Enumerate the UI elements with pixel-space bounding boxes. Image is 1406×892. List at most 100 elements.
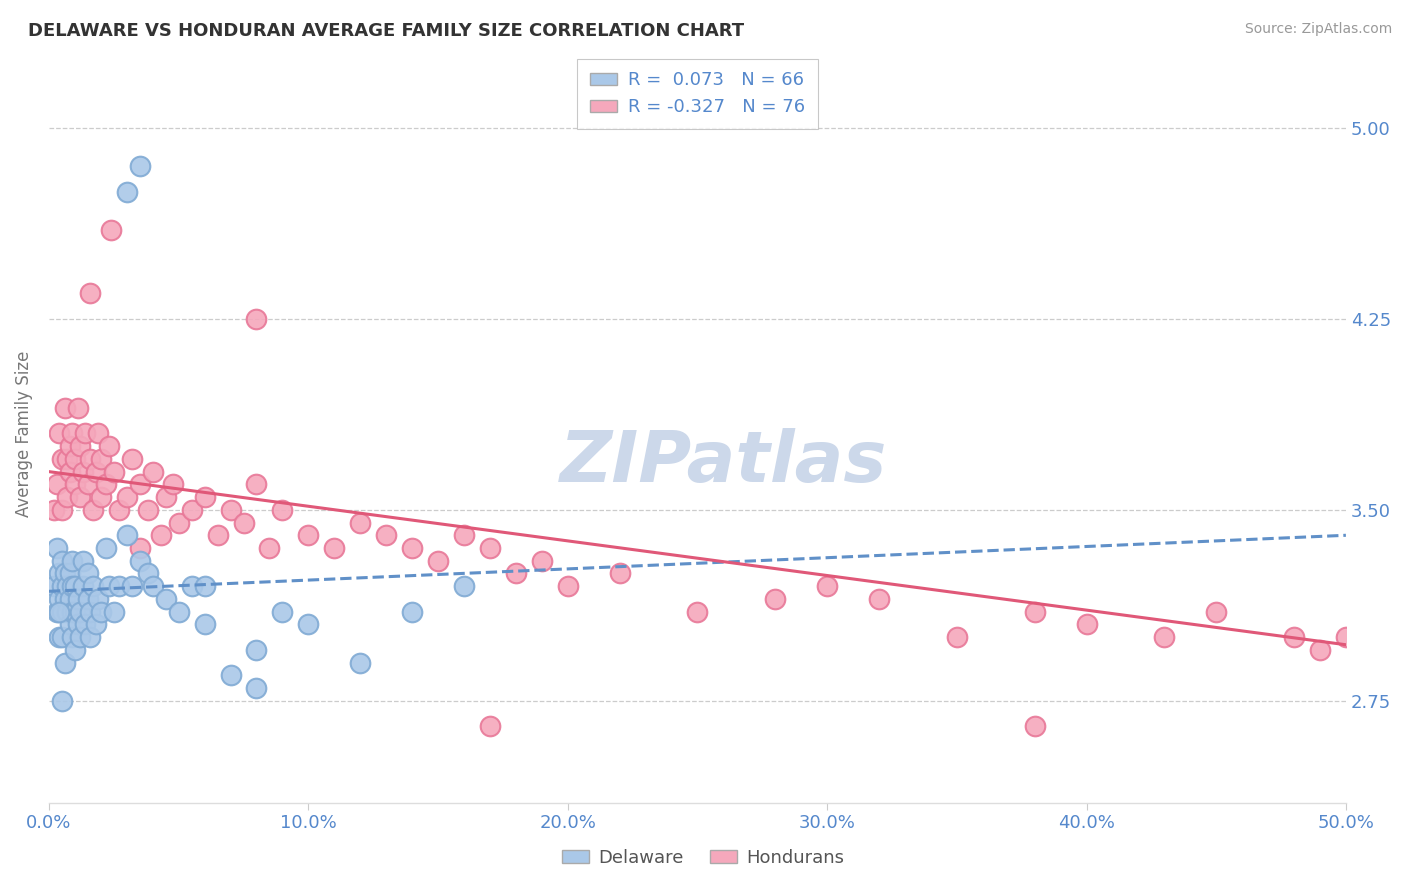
Point	[194, 490, 217, 504]
Point	[45, 541, 67, 555]
Point	[90, 605, 112, 619]
Point	[77, 477, 100, 491]
Point	[194, 579, 217, 593]
Point	[97, 579, 120, 593]
Point	[297, 528, 319, 542]
Point	[245, 312, 267, 326]
Point	[77, 591, 100, 606]
Point	[1024, 605, 1046, 619]
Point	[162, 477, 184, 491]
Point	[530, 554, 553, 568]
Point	[56, 579, 79, 593]
Point	[51, 694, 73, 708]
Point	[51, 605, 73, 619]
Point	[128, 477, 150, 491]
Point	[219, 503, 242, 517]
Point	[82, 503, 104, 517]
Point	[505, 566, 527, 581]
Point	[868, 591, 890, 606]
Point	[94, 477, 117, 491]
Point	[128, 159, 150, 173]
Point	[453, 579, 475, 593]
Legend: R =  0.073   N = 66, R = -0.327   N = 76: R = 0.073 N = 66, R = -0.327 N = 76	[578, 59, 818, 128]
Point	[51, 451, 73, 466]
Point	[453, 528, 475, 542]
Point	[72, 465, 94, 479]
Point	[763, 591, 786, 606]
Point	[297, 617, 319, 632]
Point	[48, 426, 70, 441]
Point	[946, 630, 969, 644]
Point	[219, 668, 242, 682]
Point	[87, 426, 110, 441]
Point	[323, 541, 346, 555]
Point	[259, 541, 281, 555]
Point	[121, 451, 143, 466]
Point	[136, 566, 159, 581]
Point	[45, 605, 67, 619]
Point	[100, 223, 122, 237]
Point	[609, 566, 631, 581]
Point	[103, 605, 125, 619]
Point	[271, 605, 294, 619]
Point	[48, 605, 70, 619]
Point	[375, 528, 398, 542]
Point	[63, 579, 86, 593]
Point	[56, 451, 79, 466]
Point	[60, 426, 83, 441]
Point	[59, 465, 82, 479]
Point	[155, 591, 177, 606]
Point	[349, 656, 371, 670]
Point	[44, 503, 66, 517]
Point	[1334, 630, 1357, 644]
Point	[84, 465, 107, 479]
Point	[59, 439, 82, 453]
Point	[128, 554, 150, 568]
Point	[142, 579, 165, 593]
Point	[53, 591, 76, 606]
Point	[53, 656, 76, 670]
Point	[90, 490, 112, 504]
Point	[349, 516, 371, 530]
Point	[66, 591, 89, 606]
Legend: Delaware, Hondurans: Delaware, Hondurans	[554, 842, 852, 874]
Point	[79, 605, 101, 619]
Point	[79, 451, 101, 466]
Point	[60, 554, 83, 568]
Point	[72, 554, 94, 568]
Point	[90, 451, 112, 466]
Point	[51, 630, 73, 644]
Point	[478, 541, 501, 555]
Point	[1205, 605, 1227, 619]
Point	[815, 579, 838, 593]
Point	[75, 426, 97, 441]
Point	[69, 630, 91, 644]
Point	[51, 554, 73, 568]
Point	[103, 465, 125, 479]
Point	[108, 579, 131, 593]
Point	[56, 605, 79, 619]
Point	[1153, 630, 1175, 644]
Point	[427, 554, 450, 568]
Y-axis label: Average Family Size: Average Family Size	[15, 351, 32, 516]
Point	[1309, 643, 1331, 657]
Point	[69, 439, 91, 453]
Point	[115, 528, 138, 542]
Point	[66, 401, 89, 415]
Point	[60, 605, 83, 619]
Point	[63, 643, 86, 657]
Point	[401, 605, 423, 619]
Point	[44, 579, 66, 593]
Point	[121, 579, 143, 593]
Point	[82, 579, 104, 593]
Point	[108, 503, 131, 517]
Point	[194, 617, 217, 632]
Point	[115, 185, 138, 199]
Point	[557, 579, 579, 593]
Point	[59, 617, 82, 632]
Point	[60, 579, 83, 593]
Point	[245, 477, 267, 491]
Point	[232, 516, 254, 530]
Point	[56, 490, 79, 504]
Point	[72, 579, 94, 593]
